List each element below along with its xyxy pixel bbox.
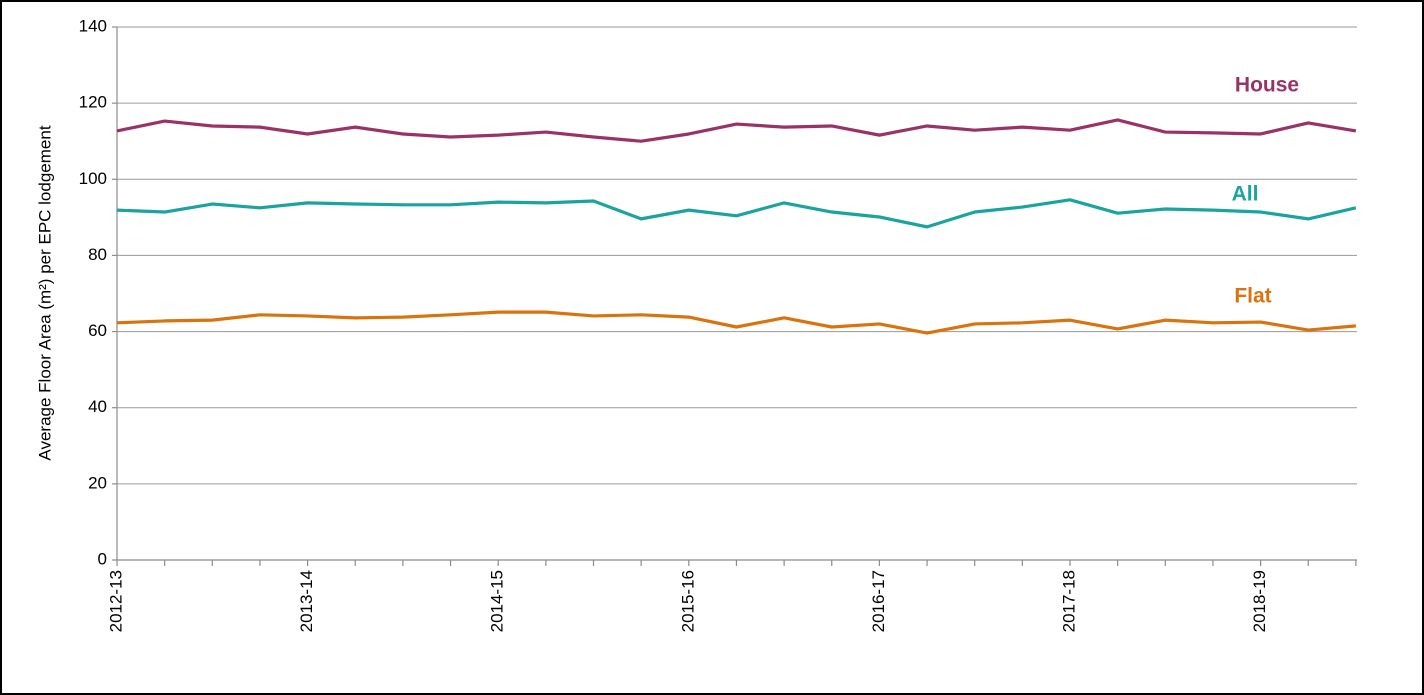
series-line — [116, 310, 1357, 335]
x-tick-label: 2013-14 — [297, 570, 316, 632]
y-tick-label: 20 — [88, 473, 107, 492]
y-tick-label: 0 — [98, 549, 107, 568]
x-tick-label: 2017-18 — [1059, 570, 1078, 632]
series-label: Flat — [1234, 285, 1271, 308]
y-tick-label: 100 — [79, 169, 107, 188]
y-tick-label: 40 — [88, 397, 107, 416]
y-tick-label: 140 — [79, 16, 107, 35]
series-label: All — [1232, 183, 1259, 206]
y-tick-label: 60 — [88, 321, 107, 340]
series-line — [116, 118, 1357, 143]
y-tick-label: 120 — [79, 93, 107, 112]
y-tick-label: 80 — [88, 245, 107, 264]
x-tick-label: 2012-13 — [106, 570, 125, 632]
series-label: House — [1235, 74, 1299, 97]
x-tick-label: 2016-17 — [869, 570, 888, 632]
x-tick-label: 2014-15 — [488, 570, 507, 632]
y-axis-label: Average Floor Area (m²) per EPC lodgemen… — [35, 125, 54, 460]
x-tick-label: 2015-16 — [678, 570, 697, 632]
x-tick-label: 2018-19 — [1250, 570, 1269, 632]
series-line — [116, 198, 1357, 229]
